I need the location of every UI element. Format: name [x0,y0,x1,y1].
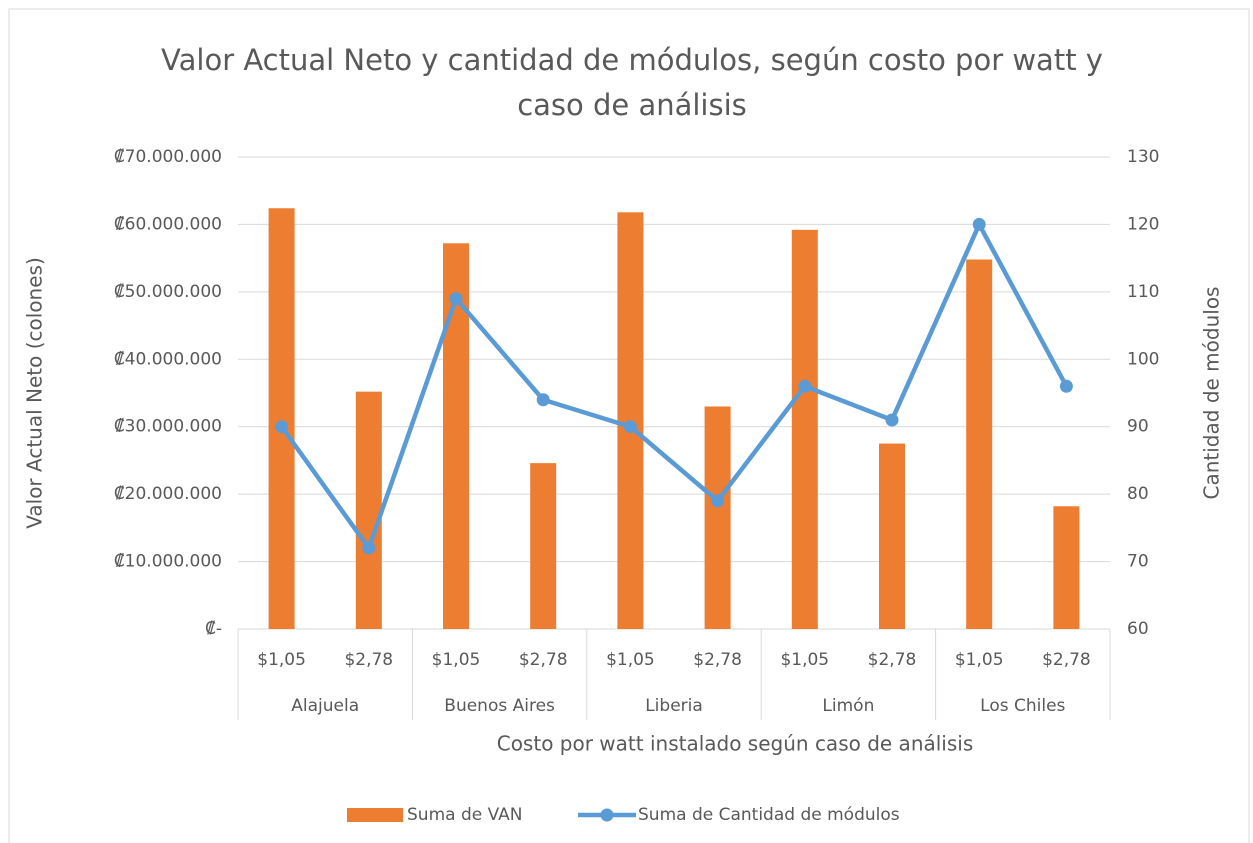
y-tick-label: ₡50.000.000 [114,282,222,302]
y-tick-label: ₡40.000.000 [114,349,222,369]
x-tick-label: $2,78 [868,650,917,670]
line-point [362,541,376,555]
x-tick-label: $2,78 [519,650,568,670]
line [279,222,1069,551]
y2-tick-label: 70 [1127,552,1149,572]
x-tick-label: $2,78 [693,650,742,670]
line-point [1059,379,1073,393]
y2-tick-label: 130 [1127,147,1159,167]
group-label: Los Chiles [980,696,1065,716]
group-label: Limón [822,696,874,716]
bar [879,443,905,629]
x-tick-label: $1,05 [432,650,481,670]
y2-tick-label: 110 [1127,282,1159,302]
y-tick-label: ₡30.000.000 [114,417,222,437]
y-tick-label: ₡60.000.000 [114,214,222,234]
line-point [972,217,986,231]
legend-label: Suma de Cantidad de módulos [638,805,900,825]
legend-swatch [347,808,403,822]
y2-tick-label: 90 [1127,417,1149,437]
line-point [885,413,899,427]
y2-tick-label: 120 [1127,214,1159,234]
chart-border [8,8,1250,843]
y-tick-label: ₡- [205,619,222,639]
y2-axis-title: Cantidad de módulos [1200,287,1224,500]
line-point [623,420,637,434]
y2-tick-label: 100 [1127,349,1159,369]
group-label: Liberia [645,696,703,716]
group-label: Buenos Aires [444,696,555,716]
bar [1053,506,1080,629]
legend-swatch [600,808,614,822]
x-tick-label: $1,05 [780,650,829,670]
legend-label: Suma de VAN [407,805,523,825]
chart-title: Valor Actual Neto y cantidad de módulos,… [161,43,1103,122]
x-tick-label: $1,05 [606,650,655,670]
line-point [711,494,725,508]
x-tick-label: $1,05 [955,650,1004,670]
group-label: Alajuela [291,696,359,716]
x-tick-label: $2,78 [1042,650,1091,670]
line-point [449,292,463,306]
line-point [536,393,550,407]
bar [704,406,731,629]
y2-tick-label: 60 [1127,619,1149,639]
bar [355,391,382,629]
line-point [275,420,289,434]
bar [966,259,993,629]
y-tick-label: ₡10.000.000 [114,552,222,572]
y-tick-label: ₡70.000.000 [114,147,222,167]
x-tick-label: $2,78 [344,650,393,670]
bar [530,463,557,629]
bar [268,208,295,629]
y2-tick-label: 80 [1127,484,1149,504]
line-point [798,379,812,393]
x-axis-title: Costo por watt instalado según caso de a… [497,732,974,756]
y-axis-title: Valor Actual Neto (colones) [23,257,47,529]
bar [791,229,818,629]
y-tick-label: ₡20.000.000 [114,484,222,504]
x-tick-label: $1,05 [257,650,306,670]
